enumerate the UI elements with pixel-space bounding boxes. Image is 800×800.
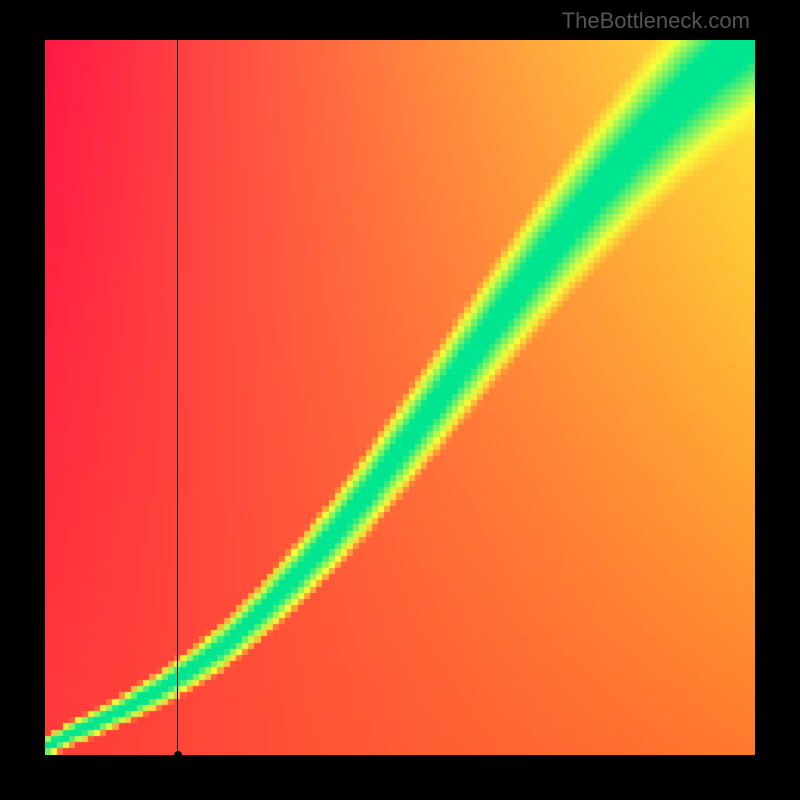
- plot-area: [45, 40, 755, 755]
- figure-container: TheBottleneck.com: [0, 0, 800, 800]
- heatmap-canvas: [45, 40, 755, 755]
- watermark-title: TheBottleneck.com: [562, 8, 750, 34]
